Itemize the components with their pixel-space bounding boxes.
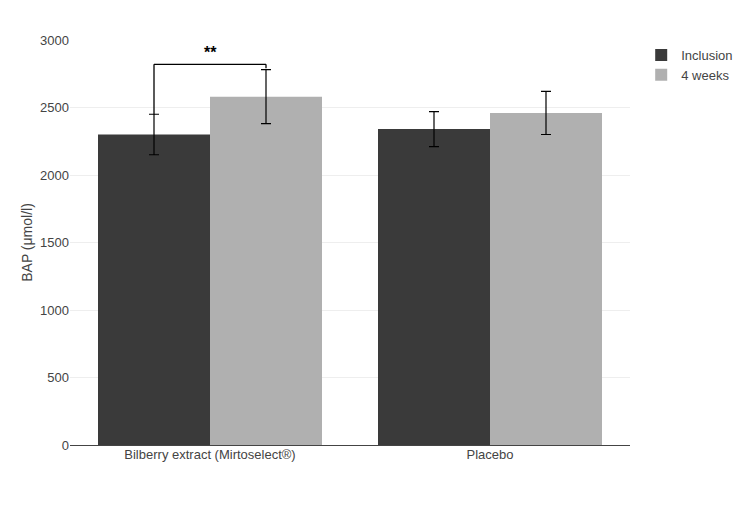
- svg-text:4 weeks: 4 weeks: [681, 68, 729, 83]
- svg-text:2000: 2000: [40, 168, 69, 183]
- svg-text:1000: 1000: [40, 303, 69, 318]
- svg-text:Bilberry extract (Mirtoselect®: Bilberry extract (Mirtoselect®): [124, 447, 295, 462]
- svg-text:Inclusion: Inclusion: [681, 48, 732, 63]
- svg-text:**: **: [204, 44, 217, 61]
- svg-text:Placebo: Placebo: [467, 447, 514, 462]
- svg-text:BAP (μmol/l): BAP (μmol/l): [19, 203, 35, 282]
- svg-text:3000: 3000: [40, 33, 69, 48]
- svg-text:1500: 1500: [40, 235, 69, 250]
- svg-text:2500: 2500: [40, 100, 69, 115]
- svg-text:500: 500: [47, 370, 69, 385]
- svg-text:0: 0: [62, 438, 69, 453]
